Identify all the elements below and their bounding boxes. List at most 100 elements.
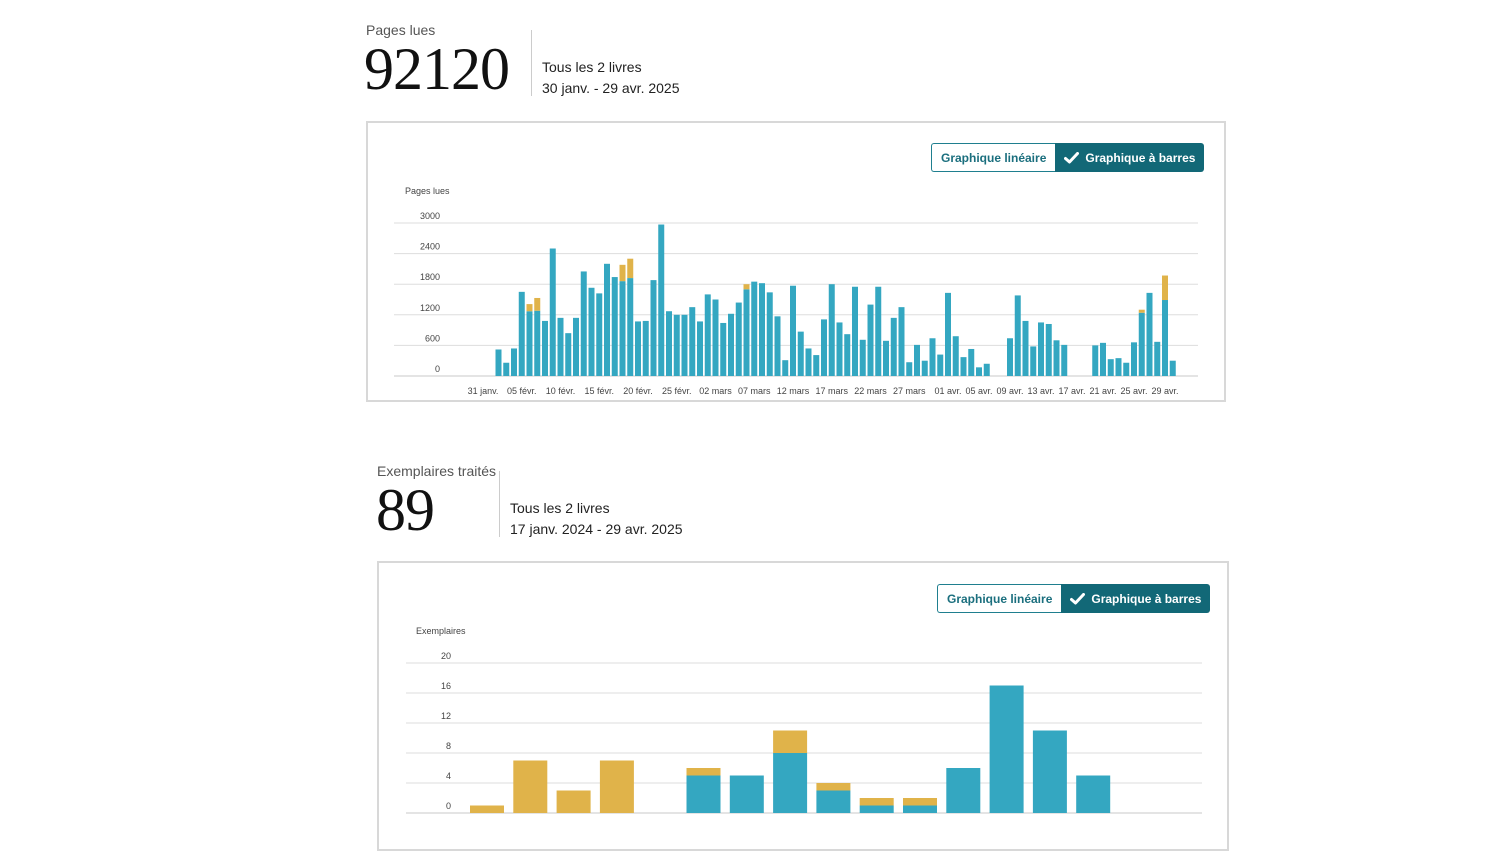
pages-bar-chart-label: Graphique à barres	[1085, 150, 1196, 165]
pages-bar-primary	[704, 294, 711, 376]
pages-bar-primary	[759, 283, 765, 376]
pages-bar-primary	[503, 362, 510, 376]
pages-x-tick-label: 05 avr.	[965, 386, 992, 396]
copies-bar-chart-button[interactable]: Graphique à barres	[1061, 584, 1211, 613]
copies-bar-chart-label: Graphique à barres	[1091, 591, 1202, 606]
pages-bar-primary	[1045, 323, 1052, 376]
pages-bar-primary	[1131, 342, 1137, 376]
copies-y-tick-label: 0	[446, 801, 451, 811]
pages-x-tick-label: 17 mars	[815, 386, 848, 396]
pages-x-tick-label: 09 avr.	[996, 386, 1023, 396]
pages-x-tick-label: 13 avr.	[1027, 386, 1054, 396]
pages-bar-secondary	[1138, 309, 1145, 313]
copies-bar-primary	[1032, 730, 1067, 813]
pages-bar-primary	[867, 304, 874, 376]
pages-bar-primary	[945, 292, 951, 376]
pages-bar-primary	[549, 248, 556, 376]
pages-bar-primary	[642, 320, 649, 376]
pages-bar-primary	[766, 292, 773, 376]
pages-bar-primary	[914, 344, 920, 376]
pages-bar-primary	[797, 331, 804, 376]
copies-line-chart-button[interactable]: Graphique linéaire	[937, 584, 1062, 613]
pages-bar-primary	[937, 354, 944, 376]
copies-bar-secondary	[599, 760, 634, 813]
pages-bar-primary	[743, 289, 750, 376]
pages-bar-primary	[1014, 295, 1021, 376]
checkmark-icon	[1070, 592, 1086, 605]
copies-bar-chart: Exemplaires 0 4 8 12 16 20	[406, 626, 1202, 814]
pages-y-tick-label: 2400	[420, 242, 440, 252]
pages-bar-primary	[1053, 340, 1060, 376]
pages-bar-primary	[821, 319, 827, 376]
pages-x-tick-label: 07 mars	[738, 386, 771, 396]
pages-bar-primary	[774, 316, 781, 376]
pages-bar-primary	[836, 322, 843, 376]
pages-bar-primary	[890, 317, 897, 376]
copies-bar-secondary	[556, 790, 591, 813]
pages-line-chart-button[interactable]: Graphique linéaire	[931, 143, 1056, 172]
pages-y-tick-label: 600	[425, 333, 440, 343]
pages-bar-primary	[844, 334, 851, 376]
pages-bar-primary	[627, 278, 634, 376]
pages-x-tick-label: 17 avr.	[1058, 386, 1085, 396]
pages-bar-primary	[1138, 312, 1145, 376]
pages-bar-primary	[557, 317, 564, 376]
pages-y-axis-title: Pages lues	[405, 186, 450, 196]
copies-bar-primary	[1076, 775, 1111, 813]
pages-metric-label: Pages lues	[366, 22, 436, 38]
copies-date-range: 17 janv. 2024 - 29 avr. 2025	[510, 521, 683, 537]
pages-y-tick-label: 3000	[420, 211, 440, 221]
pages-bar-secondary	[1162, 275, 1168, 301]
pages-bar-primary	[518, 291, 525, 376]
pages-x-tick-label: 20 févr.	[623, 386, 653, 396]
copies-scope: Tous les 2 livres	[510, 500, 610, 516]
pages-bar-chart-button[interactable]: Graphique à barres	[1055, 143, 1205, 172]
pages-bar-primary	[1061, 344, 1068, 376]
pages-bar-primary	[534, 310, 541, 376]
pages-bar-primary	[635, 321, 641, 376]
pages-chart-type-toggle: Graphique linéaire Graphique à barres	[931, 143, 1205, 172]
copies-bar-primary	[686, 775, 721, 813]
pages-metric-value: 92120	[364, 36, 510, 102]
pages-bar-primary	[604, 263, 610, 376]
pages-bar-primary	[898, 307, 905, 376]
copies-bar-secondary	[513, 760, 548, 813]
copies-line-chart-label: Graphique linéaire	[947, 591, 1053, 606]
pages-bar-primary	[1169, 360, 1176, 376]
pages-bar-primary	[875, 286, 882, 376]
pages-x-tick-label: 27 mars	[893, 386, 926, 396]
pages-bar-primary	[1115, 358, 1122, 376]
pages-x-tick-label: 01 avr.	[934, 386, 961, 396]
pages-bar-primary	[1022, 320, 1029, 376]
pages-bar-primary	[689, 307, 696, 376]
pages-x-tick-label: 31 janv.	[468, 386, 499, 396]
pages-bar-primary	[596, 293, 603, 376]
copies-metric-label: Exemplaires traités	[377, 463, 497, 479]
pages-bar-primary	[588, 287, 595, 376]
copies-y-tick-label: 16	[441, 681, 451, 691]
pages-bar-primary	[983, 363, 990, 376]
copies-y-tick-label: 4	[446, 771, 451, 781]
pages-bar-primary	[673, 314, 680, 376]
pages-bar-primary	[1038, 322, 1044, 376]
pages-bar-primary	[495, 349, 502, 376]
pages-x-tick-label: 22 mars	[854, 386, 887, 396]
pages-bar-primary	[511, 348, 517, 376]
pages-bar-primary	[1162, 300, 1168, 376]
pages-bar-primary	[1123, 362, 1130, 376]
copies-y-tick-label: 8	[446, 741, 451, 751]
pages-bar-primary	[611, 277, 618, 376]
pages-bar-primary	[852, 286, 858, 376]
copies-bar-secondary	[903, 798, 937, 806]
copies-y-tick-label: 20	[441, 651, 451, 661]
pages-bar-primary	[573, 317, 579, 376]
pages-bar-primary	[782, 360, 789, 376]
copies-bar-secondary	[816, 783, 851, 791]
pages-bar-primary	[921, 360, 928, 376]
pages-bar-primary	[1107, 359, 1114, 376]
pages-date-range: 30 janv. - 29 avr. 2025	[542, 80, 680, 96]
pages-bar-primary	[790, 285, 796, 376]
pages-bar-primary	[929, 338, 936, 376]
pages-bar-primary	[666, 311, 672, 376]
pages-line-chart-label: Graphique linéaire	[941, 150, 1047, 165]
